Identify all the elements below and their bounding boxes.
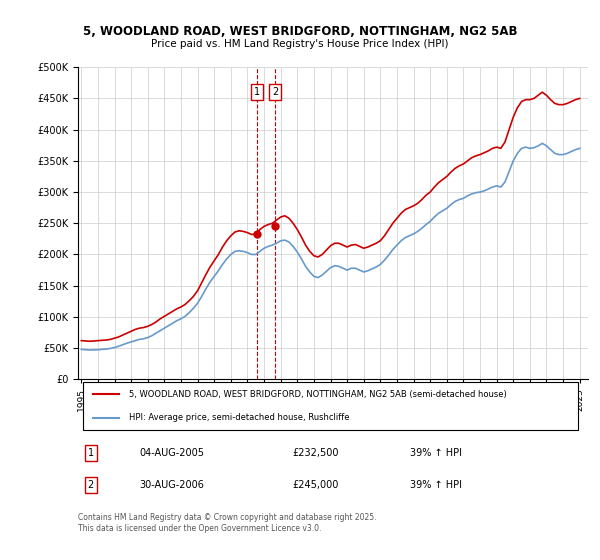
FancyBboxPatch shape xyxy=(83,382,578,430)
Text: 39% ↑ HPI: 39% ↑ HPI xyxy=(409,448,461,458)
Text: 30-AUG-2006: 30-AUG-2006 xyxy=(139,480,204,490)
Text: Price paid vs. HM Land Registry's House Price Index (HPI): Price paid vs. HM Land Registry's House … xyxy=(151,39,449,49)
Text: 39% ↑ HPI: 39% ↑ HPI xyxy=(409,480,461,490)
Text: HPI: Average price, semi-detached house, Rushcliffe: HPI: Average price, semi-detached house,… xyxy=(129,413,349,422)
Text: 1: 1 xyxy=(88,448,94,458)
Text: 5, WOODLAND ROAD, WEST BRIDGFORD, NOTTINGHAM, NG2 5AB: 5, WOODLAND ROAD, WEST BRIDGFORD, NOTTIN… xyxy=(83,25,517,38)
Text: £232,500: £232,500 xyxy=(292,448,338,458)
Text: 5, WOODLAND ROAD, WEST BRIDGFORD, NOTTINGHAM, NG2 5AB (semi-detached house): 5, WOODLAND ROAD, WEST BRIDGFORD, NOTTIN… xyxy=(129,390,507,399)
Text: Contains HM Land Registry data © Crown copyright and database right 2025.
This d: Contains HM Land Registry data © Crown c… xyxy=(78,513,377,533)
Text: 04-AUG-2005: 04-AUG-2005 xyxy=(139,448,204,458)
Text: 2: 2 xyxy=(88,480,94,490)
Text: 1: 1 xyxy=(254,87,260,97)
Text: £245,000: £245,000 xyxy=(292,480,338,490)
Text: 2: 2 xyxy=(272,87,278,97)
